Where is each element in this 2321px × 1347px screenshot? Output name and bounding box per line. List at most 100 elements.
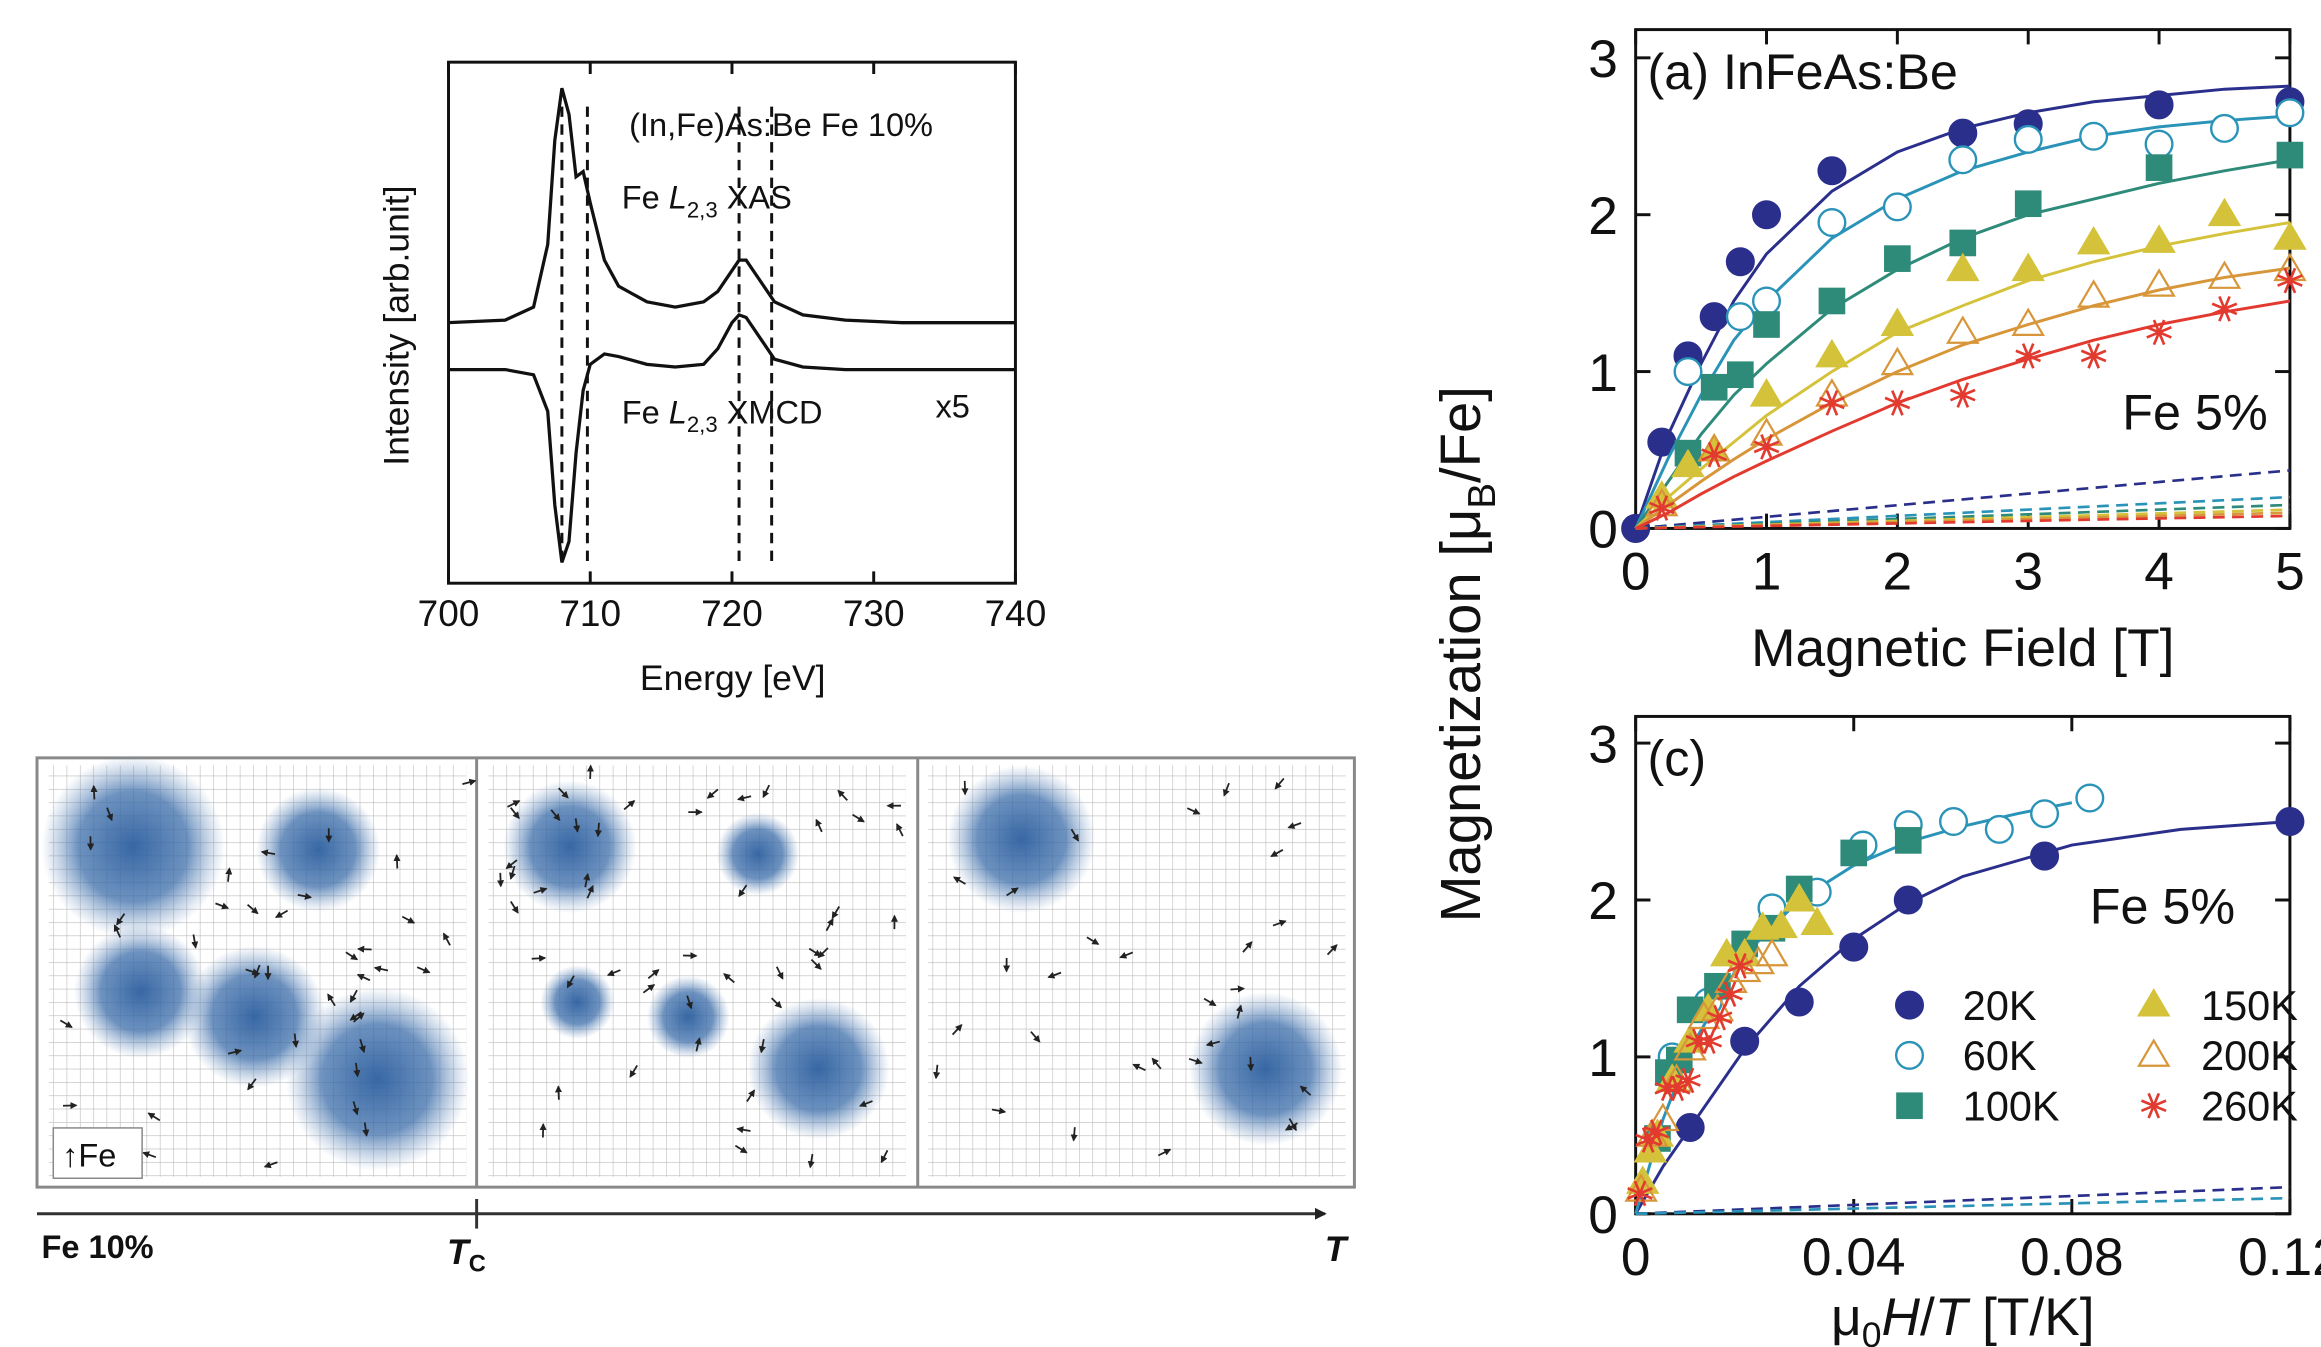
spin-arrow bbox=[1287, 822, 1302, 829]
y-tick-label: 3 bbox=[1588, 30, 1618, 89]
spin-arrow bbox=[297, 892, 313, 900]
spin-arrow bbox=[1030, 1031, 1041, 1043]
spin-arrow bbox=[246, 904, 259, 915]
spin-arrow bbox=[1070, 828, 1080, 842]
cluster bbox=[1188, 991, 1343, 1146]
spin-arrow bbox=[952, 876, 966, 885]
data-point bbox=[1696, 1028, 1723, 1055]
spin-arrow bbox=[606, 969, 621, 977]
spin-arrow bbox=[531, 954, 547, 962]
spin-arrow bbox=[362, 1122, 370, 1137]
legend-label: 200K bbox=[2201, 1032, 2298, 1079]
spin-arrow bbox=[357, 945, 372, 953]
spin-arrow bbox=[349, 989, 358, 1003]
data-point bbox=[2277, 267, 2303, 294]
data-point bbox=[1654, 1075, 1681, 1102]
data-point bbox=[1815, 338, 1849, 368]
x-axis-label: μ0H/T [T/K] bbox=[1831, 1288, 2095, 1347]
spin-arrow bbox=[623, 800, 636, 811]
data-point bbox=[1753, 434, 1780, 460]
cluster bbox=[256, 787, 381, 912]
legend-marker bbox=[1896, 1092, 1923, 1120]
data-point bbox=[1784, 987, 1814, 1017]
spin-arrow bbox=[505, 859, 518, 870]
spin-arrow bbox=[1223, 782, 1230, 797]
spin-arrow bbox=[1242, 941, 1253, 953]
data-point bbox=[1751, 286, 1782, 316]
spin-arrow bbox=[706, 788, 719, 799]
spin-arrow bbox=[1272, 919, 1287, 927]
y-tick-label: 3 bbox=[1588, 715, 1618, 774]
data-point bbox=[1749, 378, 1784, 407]
spin-arrow bbox=[90, 784, 98, 800]
data-point bbox=[1818, 287, 1846, 315]
spin-arrow bbox=[550, 809, 561, 822]
spin-arrow bbox=[991, 1107, 1007, 1115]
data-point bbox=[2015, 343, 2042, 369]
spin-arrow bbox=[810, 959, 822, 970]
y-tick-label: 1 bbox=[1588, 344, 1618, 403]
data-point bbox=[2030, 799, 2060, 829]
data-point bbox=[1946, 252, 1980, 282]
plot-frame bbox=[1634, 714, 2292, 1216]
spin-arrow bbox=[510, 807, 520, 820]
legend-marker bbox=[1894, 1040, 1925, 1070]
legend-marker bbox=[1894, 990, 1925, 1020]
data-point bbox=[2075, 783, 2105, 813]
spin-arrow bbox=[1188, 1057, 1203, 1065]
spin-arrow bbox=[215, 902, 230, 910]
data-point bbox=[1817, 156, 1847, 186]
spin-arrow bbox=[1157, 1148, 1172, 1157]
cluster bbox=[74, 925, 208, 1059]
data-point bbox=[1949, 382, 1976, 408]
xmcd-label: Fe L2,3 XMCD bbox=[622, 394, 823, 437]
spin-arrow bbox=[647, 969, 660, 979]
data-point bbox=[2146, 319, 2172, 346]
data-point bbox=[1706, 1004, 1733, 1031]
spin-arrow bbox=[566, 975, 575, 989]
data-point bbox=[2276, 141, 2304, 169]
spin-arrow bbox=[401, 915, 416, 924]
x-tick-label: 0.08 bbox=[2020, 1228, 2124, 1287]
spin-arrow bbox=[555, 1085, 563, 1100]
spin-arrow bbox=[557, 787, 569, 799]
spin-arrow bbox=[1086, 936, 1100, 945]
data-point bbox=[1880, 307, 1915, 336]
x-axis-label: Energy [eV] bbox=[640, 658, 826, 698]
data-point bbox=[1764, 909, 1798, 939]
spin-arrow bbox=[1203, 997, 1217, 1007]
spin-arrow bbox=[353, 1012, 365, 1023]
spin-arrow bbox=[880, 1149, 889, 1164]
data-point bbox=[2145, 154, 2173, 181]
spin-arrow bbox=[694, 1037, 702, 1052]
data-point bbox=[1649, 495, 1675, 521]
data-point bbox=[2275, 98, 2305, 128]
data-point bbox=[2076, 225, 2111, 255]
spin-arrow bbox=[815, 818, 823, 833]
spin-arrow bbox=[896, 823, 904, 837]
t-label: T bbox=[1325, 1229, 1350, 1269]
data-point bbox=[1633, 1134, 1668, 1163]
paramagnetic-line bbox=[1635, 514, 2290, 530]
spin-arrow bbox=[263, 1161, 278, 1169]
spin-arrow bbox=[116, 913, 126, 926]
spectrum-line bbox=[448, 312, 1016, 563]
legend-marker bbox=[2136, 1038, 2171, 1067]
legend-marker bbox=[2136, 988, 2171, 1017]
data-point bbox=[1817, 208, 1847, 238]
paramagnetic-line bbox=[1635, 495, 2290, 530]
legend-label: 260K bbox=[2201, 1083, 2298, 1130]
data-point bbox=[2207, 260, 2242, 289]
spin-arrow bbox=[253, 964, 261, 979]
data-point bbox=[1948, 145, 1978, 175]
paramagnetic-line bbox=[1635, 1196, 2290, 1216]
xas-title: (In,Fe)As:Be Fe 10% bbox=[629, 107, 933, 143]
spin-arrow bbox=[352, 1101, 359, 1116]
spin-arrow bbox=[533, 887, 548, 894]
y-tick-label: 0 bbox=[1588, 1186, 1618, 1245]
x-tick-label: 0 bbox=[1621, 1228, 1651, 1287]
panel-title: (a) InFeAs:Be bbox=[1647, 43, 1957, 100]
data-point bbox=[2013, 124, 2043, 154]
spin-arrow bbox=[746, 1089, 756, 1102]
data-point bbox=[2014, 190, 2042, 218]
